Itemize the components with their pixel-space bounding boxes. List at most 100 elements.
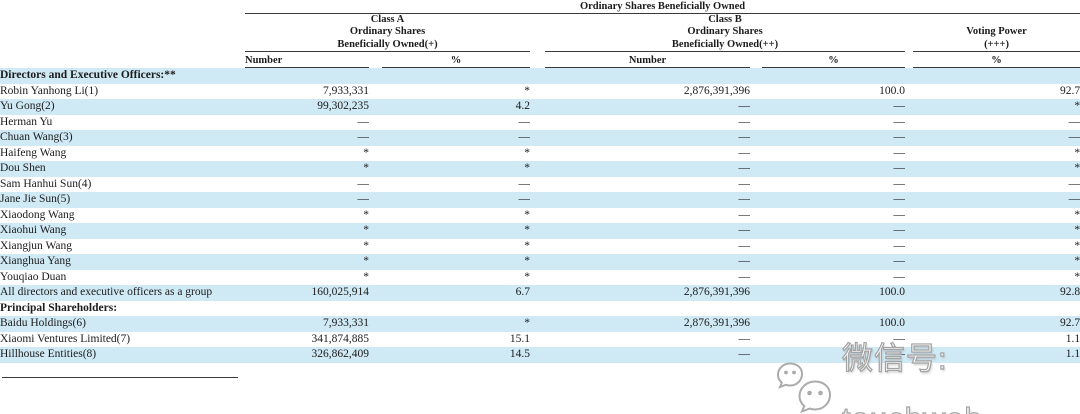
cell-class-a-percent: * [524,84,530,97]
cell-class-b-percent: — [893,131,906,144]
cell-class-b-number: — [738,162,751,175]
row-label: Xiaohui Wang [0,224,67,237]
class-b-line1: Class B [708,14,742,25]
wechat-icon [776,362,832,414]
column-label-row: Number % Number % % [0,51,1080,69]
cell-class-b-percent: — [893,224,906,237]
table-row: Chuan Wang(3) — — — — — [0,130,1080,146]
cell-class-b-percent: — [893,162,906,175]
column-gap [750,68,762,84]
column-gap [369,146,382,162]
table-body: Directors and Executive Officers:** Robin… [0,67,1080,363]
row-label: Jane Jie Sun(5) [0,193,71,206]
table-row: Xianghua Yang * * — — * [0,254,1080,270]
column-gap [750,332,762,348]
column-gap [750,146,762,162]
group-gap [905,14,913,52]
cell-class-a-percent: * [524,270,530,283]
row-label: Yu Gong(2) [0,100,55,113]
cell-voting-percent: 1.1 [1065,348,1080,361]
table-row: Dou Shen * * — — * [0,161,1080,177]
class-a-line2: Ordinary Shares [349,26,426,38]
cell-class-a-number: * [363,224,369,237]
cell-voting-percent: — [1068,177,1080,190]
column-gap [750,208,762,224]
column-gap [905,254,913,270]
cell-class-b-number: — [738,348,751,361]
cell-voting-percent: — [1068,115,1080,128]
footnote-separator [2,377,238,378]
column-gap [905,332,913,348]
column-gap [530,84,545,100]
column-gap [750,316,762,332]
row-label: Xiaomi Ventures Limited(7) [0,332,131,345]
column-gap [369,192,382,208]
cell-class-b-percent: — [893,115,906,128]
cell-class-b-percent: — [893,239,906,252]
column-gap [750,99,762,115]
cell-class-b-number: — [738,208,751,221]
column-gap [530,223,545,239]
column-gap [530,347,545,363]
class-a-number-label: Number [245,51,369,69]
column-gap [369,223,382,239]
cell-class-a-number: — [357,177,370,190]
class-a-line1: Class A [370,14,405,25]
table-row: Herman Yu — — — — — [0,115,1080,131]
cell-voting-percent [913,301,1080,317]
cell-voting-percent: * [1074,100,1080,113]
column-gap [369,270,382,286]
column-gap [750,347,762,363]
column-gap [369,177,382,193]
column-gap [905,239,913,255]
cell-class-b-percent: — [893,100,906,113]
column-gap [530,192,545,208]
row-label: Xiaodong Wang [0,208,75,221]
table-row: Yu Gong(2) 99,302,235 4.2 — — * [0,99,1080,115]
column-gap [369,115,382,131]
cell-class-a-percent: — [518,115,531,128]
voting-line1 [913,14,1080,26]
cell-class-b-number: — [738,224,751,237]
cell-class-a-percent: * [524,317,530,330]
table-row: Directors and Executive Officers:** [0,67,1080,84]
cell-voting-percent: 92.7 [1059,317,1080,330]
cell-voting-percent: 92.8 [1059,286,1080,299]
column-gap [905,316,913,332]
cell-voting-percent: * [1074,162,1080,175]
column-gap [369,239,382,255]
cell-class-b-percent: 100.0 [879,286,905,299]
cell-class-b-percent: — [893,208,906,221]
column-gap [750,177,762,193]
column-gap [905,115,913,131]
cell-class-a-percent: * [524,208,530,221]
table-row: Sam Hanhui Sun(4) — — — — — [0,177,1080,193]
cell-class-a-number: 160,025,914 [311,286,370,299]
column-gap [905,347,913,363]
cell-class-b-percent [762,301,905,317]
row-label: Herman Yu [0,115,53,128]
cell-class-b-number: 2,876,391,396 [683,84,750,97]
row-label: Youqiao Duan [0,270,67,283]
cell-class-b-number: — [738,177,751,190]
cell-class-a-percent: — [518,193,531,206]
table-row: Xiaomi Ventures Limited(7) 341,874,885 15.… [0,332,1080,348]
cell-voting-percent: * [1074,270,1080,283]
cell-class-b-number [545,68,750,84]
table-row: Robin Yanhong Li(1) 7,933,331 * 2,876,391,3… [0,84,1080,100]
column-gap [369,254,382,270]
column-gap [369,285,382,301]
row-label: Chuan Wang(3) [0,131,73,144]
cell-class-b-number: 2,876,391,396 [683,286,750,299]
cell-class-b-percent: 100.0 [879,317,905,330]
column-gap [369,332,382,348]
cell-class-b-number: — [738,255,751,268]
column-gap [530,285,545,301]
cell-class-a-percent [382,68,530,84]
class-a-percent-label: % [382,51,530,69]
table-row: Youqiao Duan * * — — * [0,270,1080,286]
span-header-row: Ordinary Shares Beneficially Owned [0,0,1080,14]
cell-class-a-percent: 15.1 [509,332,530,345]
class-a-line3: Beneficially Owned(+) [337,38,438,50]
cell-class-b-number: — [738,146,751,159]
